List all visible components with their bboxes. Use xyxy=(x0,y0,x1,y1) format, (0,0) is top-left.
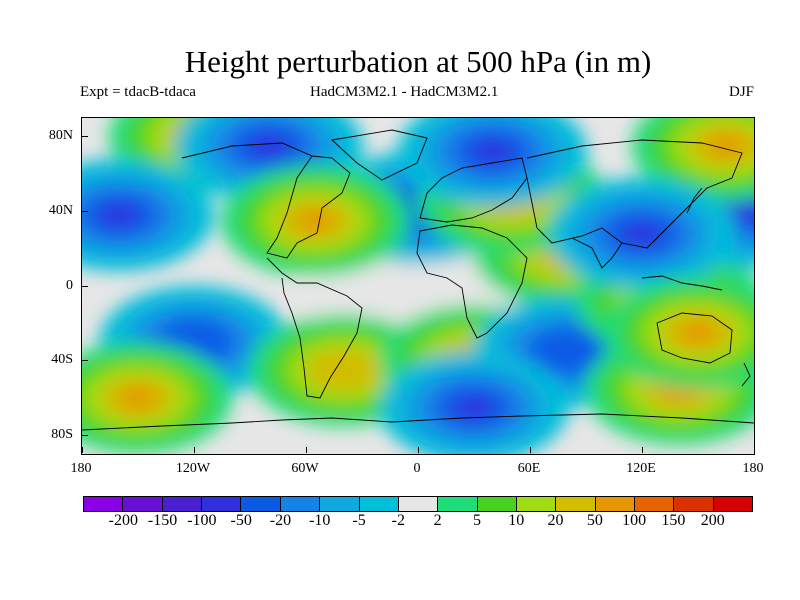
field-band xyxy=(119,386,157,410)
colorbar-swatch xyxy=(398,497,439,511)
perturbation-field xyxy=(82,118,754,454)
axis-tick-mark xyxy=(754,447,755,453)
coastline-antarctica xyxy=(82,413,754,431)
colorbar-swatch xyxy=(359,497,399,511)
colorbar-label: -5 xyxy=(352,512,366,529)
coastline-asia xyxy=(526,139,743,249)
colorbar-swatch xyxy=(674,497,714,511)
colorbar-label: 100 xyxy=(622,512,647,529)
axis-tick-mark xyxy=(82,136,88,137)
coastline-north-america xyxy=(181,142,351,259)
colorbar-label: -10 xyxy=(309,512,331,529)
axis-tick-mark xyxy=(530,447,531,453)
colorbar xyxy=(83,496,753,512)
model-label: HadCM3M2.1 - HadCM3M2.1 xyxy=(310,84,499,100)
colorbar-label: 150 xyxy=(661,512,686,529)
coastline-greenland xyxy=(331,129,428,181)
map-plot-area xyxy=(81,117,755,455)
x-tick-label: 180 xyxy=(70,461,92,476)
y-tick-label: 40N xyxy=(48,203,73,218)
contour-map xyxy=(82,118,754,454)
colorbar-label: 5 xyxy=(472,512,481,529)
coastline-japan xyxy=(686,187,703,214)
axis-tick-mark xyxy=(82,286,88,287)
colorbar-swatch xyxy=(320,497,360,511)
axis-tick-mark xyxy=(82,435,88,436)
field-band xyxy=(296,209,335,232)
coastline-india xyxy=(571,237,623,269)
colorbar-label: -200 xyxy=(108,512,138,529)
colorbar-swatch xyxy=(162,497,203,511)
coastline-new-zealand xyxy=(741,362,751,387)
colorbar-label: 10 xyxy=(508,512,525,529)
axis-tick-mark xyxy=(194,447,195,453)
colorbar-label: 50 xyxy=(586,512,603,529)
x-tick-label: 180 xyxy=(742,461,764,476)
y-tick-label: 80S xyxy=(51,427,73,442)
colorbar-label: 200 xyxy=(700,512,725,529)
y-tick-label: 0 xyxy=(66,278,73,293)
field-band xyxy=(249,134,288,158)
colorbar-swatch xyxy=(556,497,596,511)
field-band xyxy=(455,396,493,419)
colorbar-swatch xyxy=(713,497,753,511)
colorbar-label: -2 xyxy=(391,512,405,529)
axis-tick-mark xyxy=(82,360,88,361)
coastline-europe xyxy=(419,157,528,223)
season-label: DJF xyxy=(728,84,754,100)
colorbar-swatch xyxy=(202,497,242,511)
colorbar-label: -150 xyxy=(147,512,178,529)
coastline-australia xyxy=(656,312,733,364)
colorbar-label: -50 xyxy=(230,512,252,529)
colorbar-swatch xyxy=(241,497,281,511)
field-band xyxy=(623,222,661,245)
colorbar-swatch xyxy=(595,497,636,511)
experiment-label: Expt = tdacB-tdaca xyxy=(80,84,196,100)
colorbar-swatch xyxy=(635,497,675,511)
coastline-africa xyxy=(416,224,528,339)
axis-tick-mark xyxy=(82,211,88,212)
axis-tick-mark xyxy=(82,447,83,453)
coastlines xyxy=(82,129,754,431)
colorbar-swatch xyxy=(438,497,478,511)
y-tick-label: 40S xyxy=(51,352,73,367)
colorbar-swatch xyxy=(280,497,321,511)
colorbar-label: 2 xyxy=(433,512,442,529)
colorbar-label: -20 xyxy=(269,512,292,529)
axis-tick-mark xyxy=(306,447,307,453)
field-band xyxy=(305,347,382,393)
colorbar-swatch xyxy=(84,497,124,511)
x-tick-label: 0 xyxy=(413,461,421,476)
colorbar-label: -100 xyxy=(187,512,217,529)
x-tick-label: 120E xyxy=(626,461,656,476)
y-tick-label: 80N xyxy=(48,128,73,143)
field-band xyxy=(679,321,717,344)
coastline-south-america xyxy=(266,257,363,399)
x-tick-label: 120W xyxy=(175,461,211,476)
colorbar-swatch xyxy=(477,497,517,511)
colorbar-swatch xyxy=(516,497,557,511)
coastline-indonesia xyxy=(641,275,723,291)
x-tick-label: 60E xyxy=(517,461,541,476)
field-band xyxy=(473,140,512,163)
x-tick-label: 60W xyxy=(291,461,319,476)
axis-tick-mark xyxy=(642,447,643,453)
field-band xyxy=(725,200,754,223)
axis-tick-mark xyxy=(418,447,419,453)
chart-title: Height perturbation at 500 hPa (in m) xyxy=(184,44,652,79)
colorbar-label: 20 xyxy=(547,512,564,529)
field-band xyxy=(100,203,139,227)
field-band xyxy=(529,328,606,374)
colorbar-swatch xyxy=(123,497,163,511)
